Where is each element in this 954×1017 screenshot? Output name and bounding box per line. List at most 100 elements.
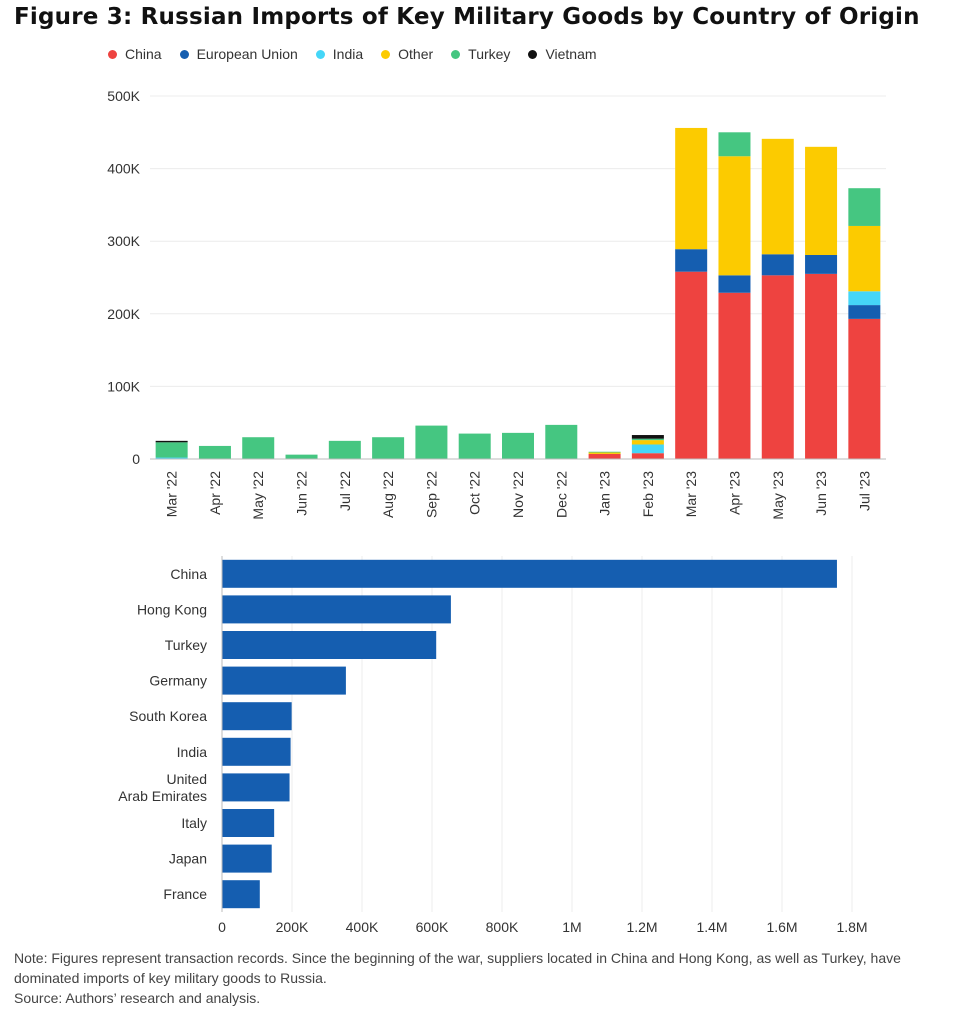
x-tick-label: Nov '22	[510, 471, 526, 518]
y-category-label: China	[170, 566, 207, 582]
x-tick-label: 1.8M	[836, 919, 867, 935]
y-category-label: United	[167, 771, 207, 787]
legend-swatch	[528, 49, 538, 59]
bar-segment-china	[588, 453, 621, 459]
y-category-label: Italy	[181, 815, 207, 831]
x-tick-label: 600K	[416, 919, 449, 935]
bar-segment-other	[805, 146, 838, 255]
bar	[222, 809, 275, 837]
bar-segment-india	[155, 457, 188, 459]
x-tick-label: Jul '22	[337, 471, 353, 511]
bar-segment-turkey	[718, 132, 751, 157]
bar-segment-turkey	[545, 424, 578, 459]
bar	[222, 702, 292, 731]
x-tick-label: Apr '23	[726, 471, 742, 515]
bar-segment-turkey	[415, 425, 448, 459]
bar-segment-european-union	[805, 254, 838, 274]
bar-segment-turkey	[155, 442, 188, 458]
figure-note: Note: Figures represent transaction reco…	[14, 948, 949, 1008]
legend-item: European Union	[179, 46, 298, 62]
bar	[222, 595, 451, 624]
bar-segment-china	[805, 273, 838, 459]
x-tick-label: 1.4M	[696, 919, 727, 935]
bar-segment-turkey	[285, 454, 318, 459]
bar-segment-turkey	[458, 433, 491, 459]
bar	[222, 737, 291, 766]
x-tick-label: 200K	[276, 919, 309, 935]
x-tick-label: Mar '23	[683, 471, 699, 517]
bar	[222, 631, 437, 659]
bar-segment-turkey	[198, 445, 231, 459]
y-tick-label: 200K	[107, 306, 140, 322]
y-category-label: Germany	[149, 673, 207, 689]
bar-segment-china	[675, 271, 708, 459]
y-tick-label: 100K	[107, 378, 140, 394]
bar-segment-european-union	[718, 275, 751, 293]
y-category-label: Turkey	[165, 637, 207, 653]
y-tick-label: 500K	[107, 88, 140, 104]
bar-segment-turkey	[588, 451, 621, 453]
legend-label: India	[332, 46, 364, 62]
y-tick-label: 400K	[107, 161, 140, 177]
stacked-bar-chart: 0 100K 200K 300K 400K 500K Mar '22 Apr '22 May '…	[107, 88, 886, 520]
bar	[222, 559, 837, 588]
bar-segment-turkey	[328, 440, 361, 459]
x-tick-label: Jun '22	[294, 471, 310, 516]
bar-segment-other	[848, 225, 881, 292]
bar-segment-vietnam	[155, 440, 188, 443]
legend-label: Other	[398, 46, 434, 62]
x-tick-label: 1.2M	[626, 919, 657, 935]
bar-segment-china	[631, 453, 664, 459]
x-tick-label: Jul '23	[856, 471, 872, 511]
bar-segment-china	[761, 275, 794, 459]
x-tick-label: 0	[218, 919, 226, 935]
x-tick-label: Apr '22	[207, 471, 223, 515]
bar-segment-vietnam	[631, 435, 664, 439]
legend-swatch	[451, 49, 461, 59]
y-category-label: France	[163, 886, 207, 902]
bar-segment-other	[588, 452, 621, 454]
x-tick-label: Aug '22	[380, 471, 396, 518]
legend-swatch	[108, 49, 117, 59]
bar-segment-other	[675, 127, 708, 250]
x-tick-label: May '22	[250, 471, 266, 520]
bar	[222, 666, 346, 695]
note-text: Note: Figures represent transaction reco…	[14, 950, 901, 986]
y-category-label: India	[177, 744, 208, 760]
x-tick-label: May '23	[770, 471, 786, 520]
bar-segment-turkey	[848, 188, 881, 226]
bar-segment-other	[631, 440, 664, 445]
y-category-label: South Korea	[129, 708, 207, 724]
bar	[222, 773, 290, 802]
source-text: Source: Authors’ research and analysis.	[14, 990, 261, 1006]
x-tick-label: Mar '22	[164, 471, 180, 517]
legend-swatch	[179, 49, 189, 59]
x-tick-label: Feb '23	[640, 471, 656, 517]
bar-segment-european-union	[848, 305, 881, 319]
x-tick-label: Sep '22	[423, 471, 439, 518]
x-tick-label: Jun '23	[813, 471, 829, 516]
bar-segment-india	[631, 444, 664, 454]
legend-swatch	[381, 49, 391, 59]
legend-swatch	[315, 49, 325, 59]
legend-label: Vietnam	[545, 46, 597, 62]
bar-segment-other	[718, 156, 751, 276]
bar-segment-china	[718, 292, 751, 459]
y-category-label: Japan	[169, 851, 207, 867]
bar-segment-turkey	[502, 432, 534, 459]
x-tick-label: Jan '23	[597, 471, 613, 516]
legend-label: Turkey	[468, 46, 511, 62]
bar-segment-european-union	[675, 249, 708, 272]
legend-item: Vietnam	[528, 46, 597, 62]
legend-item: India	[315, 46, 364, 62]
bar-segment-other	[761, 138, 794, 255]
legend-label: European Union	[196, 46, 298, 62]
figure-title: Figure 3: Russian Imports of Key Militar…	[14, 4, 920, 30]
bar-segment-european-union	[761, 254, 794, 276]
x-tick-label: 1M	[562, 919, 581, 935]
y-tick-label: 300K	[107, 233, 140, 249]
x-tick-label: 800K	[486, 919, 519, 935]
x-tick-label: Oct '22	[467, 471, 483, 515]
legend-label: China	[125, 46, 162, 62]
horizontal-bar-chart: 0 200K 400K 600K 800K 1M 1.2M 1.4M 1.6M 1.8M China…	[118, 556, 868, 935]
